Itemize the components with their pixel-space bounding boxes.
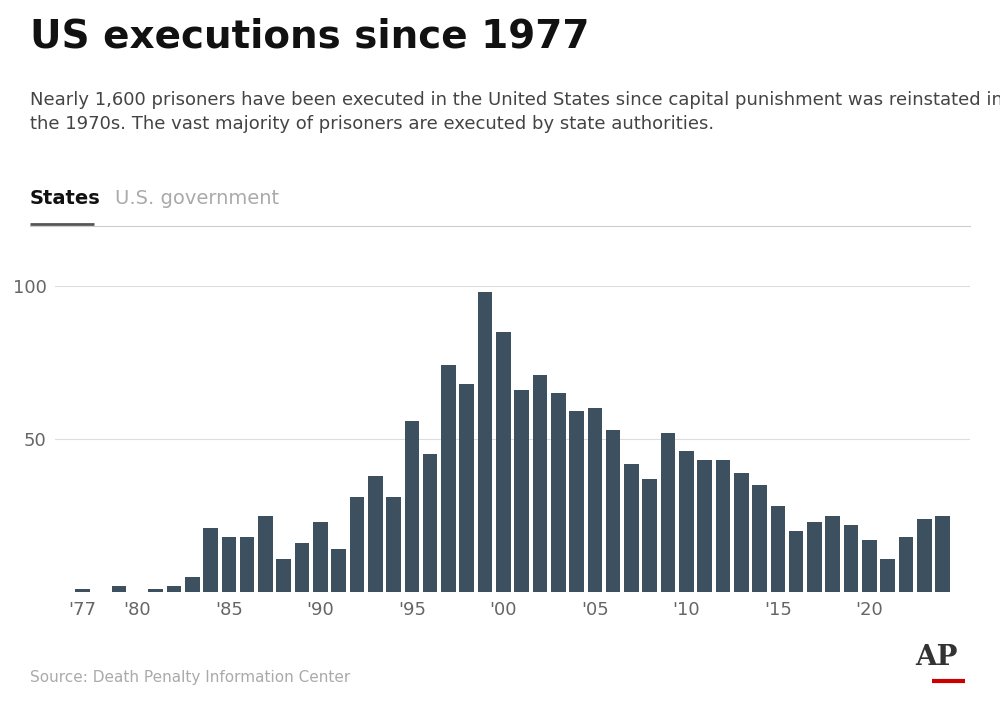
Bar bbox=[514, 390, 529, 592]
Bar bbox=[185, 577, 200, 592]
Bar bbox=[331, 550, 346, 592]
Bar bbox=[825, 515, 840, 592]
Bar bbox=[386, 497, 401, 592]
Bar bbox=[350, 497, 364, 592]
Bar bbox=[771, 506, 785, 592]
Text: Source: Death Penalty Information Center: Source: Death Penalty Information Center bbox=[30, 670, 350, 685]
Bar bbox=[423, 454, 437, 592]
Bar bbox=[844, 525, 858, 592]
Bar bbox=[405, 421, 419, 592]
Text: US executions since 1977: US executions since 1977 bbox=[30, 18, 590, 56]
Bar bbox=[203, 528, 218, 592]
Bar bbox=[569, 412, 584, 592]
Bar bbox=[789, 531, 803, 592]
Text: States: States bbox=[30, 189, 101, 208]
Bar bbox=[533, 375, 547, 592]
Bar bbox=[368, 476, 383, 592]
Bar bbox=[551, 393, 566, 592]
Bar bbox=[313, 522, 328, 592]
Bar bbox=[295, 543, 309, 592]
Bar bbox=[478, 292, 492, 592]
Bar bbox=[752, 485, 767, 592]
Bar bbox=[222, 537, 236, 592]
Bar bbox=[112, 586, 126, 592]
Text: Nearly 1,600 prisoners have been executed in the United States since capital pun: Nearly 1,600 prisoners have been execute… bbox=[30, 91, 1000, 109]
Bar bbox=[240, 537, 254, 592]
Bar bbox=[917, 519, 932, 592]
Bar bbox=[258, 515, 273, 592]
Bar bbox=[807, 522, 822, 592]
Bar bbox=[606, 430, 620, 592]
Text: U.S. government: U.S. government bbox=[115, 189, 279, 208]
Bar bbox=[935, 515, 950, 592]
Bar bbox=[679, 451, 694, 592]
Bar bbox=[167, 586, 181, 592]
Bar bbox=[148, 590, 163, 592]
Bar bbox=[276, 559, 291, 592]
Text: the 1970s. The vast majority of prisoners are executed by state authorities.: the 1970s. The vast majority of prisoner… bbox=[30, 115, 714, 133]
Bar bbox=[441, 365, 456, 592]
Bar bbox=[862, 540, 877, 592]
Bar bbox=[716, 461, 730, 592]
Bar bbox=[661, 433, 675, 592]
Bar bbox=[588, 408, 602, 592]
Bar bbox=[697, 461, 712, 592]
Bar bbox=[734, 473, 749, 592]
Bar bbox=[624, 464, 639, 592]
Bar bbox=[899, 537, 913, 592]
Text: AP: AP bbox=[916, 644, 958, 671]
Bar bbox=[880, 559, 895, 592]
Bar bbox=[75, 590, 90, 592]
Bar bbox=[459, 384, 474, 592]
Bar bbox=[642, 479, 657, 592]
Bar bbox=[496, 332, 511, 592]
